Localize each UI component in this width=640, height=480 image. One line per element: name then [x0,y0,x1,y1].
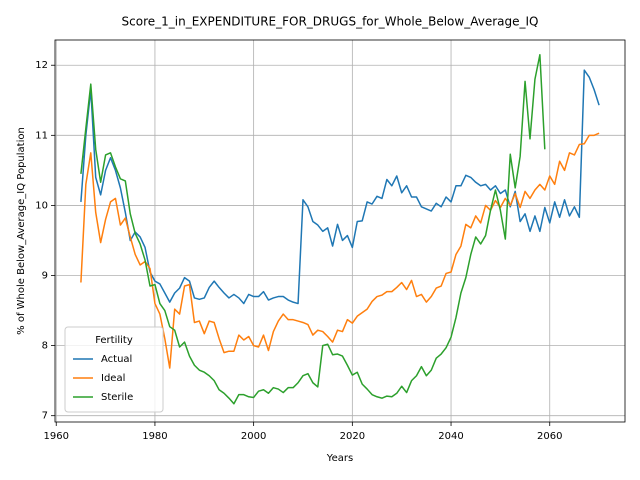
line-series [80,53,546,405]
y-tick-label: 12 [35,60,48,71]
y-tick-label: 9 [42,271,48,282]
x-tick-label: 2060 [537,431,562,442]
x-tick-label: 1980 [142,431,167,442]
legend-title: Fertility [95,335,133,346]
y-tick-label: 7 [42,411,48,422]
legend-label: Sterile [101,392,133,403]
y-tick-label: 11 [35,130,48,141]
x-tick-label: 2000 [241,431,266,442]
legend-label: Actual [101,354,132,365]
line-series [80,132,600,369]
x-axis-label: Years [326,453,353,464]
chart-title: Score_1_in_EXPENDITURE_FOR_DRUGS_for_Who… [122,15,539,29]
legend-label: Ideal [101,373,125,384]
line-series [80,69,600,305]
x-tick-label: 1960 [44,431,69,442]
y-axis-label: % of Whole Below_Average_IQ Population [16,127,27,335]
plot-frame [54,39,626,423]
x-tick-label: 2040 [438,431,463,442]
y-tick-label: 8 [42,341,48,352]
y-tick-label: 10 [35,200,48,211]
legend-box [64,326,164,413]
x-tick-label: 2020 [340,431,365,442]
